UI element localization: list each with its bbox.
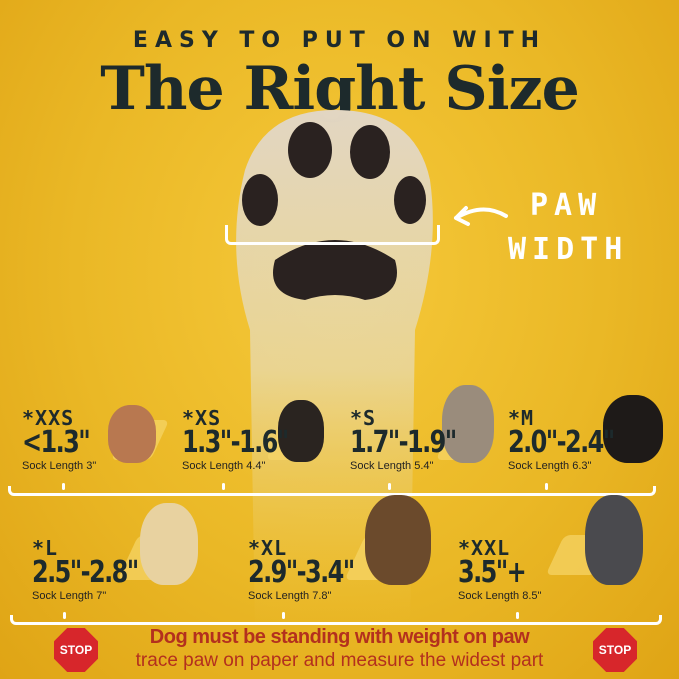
yorkie-image (278, 400, 324, 462)
bracket-tick (388, 483, 391, 490)
stop-text: STOP (59, 643, 93, 657)
size-item-s: *S 1.7"-1.9" Sock Length 5.4" (350, 408, 482, 472)
sock-length: Sock Length 5.4" (350, 460, 434, 472)
width-label: WIDTH (508, 232, 629, 267)
stop-sign-icon: STOP (54, 628, 98, 672)
toe-pad (288, 122, 332, 178)
sock-length: Sock Length 3" (22, 460, 97, 472)
curved-arrow-left-icon (454, 206, 508, 226)
bracket-tick (516, 612, 519, 619)
size-item-xxs: *XXS <1.3" Sock Length 3" (22, 408, 106, 472)
bracket-tick (282, 612, 285, 619)
bracket-tick (63, 612, 66, 619)
bracket-tick (222, 483, 225, 490)
toe-pad (242, 174, 278, 226)
size-item-m: *M 2.0"-2.4" Sock Length 6.3" (508, 408, 640, 472)
size-range: 2.9"-3.4" (248, 555, 355, 590)
size-label: *XS (182, 406, 222, 430)
sock-length: Sock Length 7.8" (248, 590, 332, 602)
size-label: *M (508, 406, 535, 430)
bracket-tick (545, 483, 548, 490)
sock-length: Sock Length 7" (32, 590, 107, 602)
size-label: *XXL (458, 536, 511, 560)
size-range: 2.0"-2.4" (508, 425, 615, 460)
sock-length: Sock Length 8.5" (458, 590, 542, 602)
bracket-tick (62, 483, 65, 490)
french-bulldog-image (442, 385, 494, 463)
paw-label: PAW (530, 188, 603, 223)
stop-text: STOP (598, 643, 632, 657)
bernese-image (603, 395, 663, 463)
size-range: 1.7"-1.9" (350, 425, 457, 460)
paw-width-bracket (225, 225, 440, 245)
size-item-xxl: *XXL 3.5"+ Sock Length 8.5" (458, 538, 542, 602)
size-range: <1.3" (22, 425, 91, 460)
size-label: *L (32, 536, 59, 560)
size-range: 2.5"-2.8" (32, 555, 139, 590)
toe-pad (350, 125, 390, 179)
row2-bracket (10, 615, 662, 625)
warning-instruction: trace paw on paper and measure the wides… (135, 650, 544, 671)
size-label: *S (350, 406, 377, 430)
main-pad (273, 240, 397, 300)
great-dane-image (585, 495, 643, 585)
warning-title: Dog must be standing with weight on paw (149, 626, 530, 648)
subtitle: EASY TO PUT ON WITH (132, 28, 547, 53)
sock-length: Sock Length 4.4" (182, 460, 266, 472)
size-item-xl: *XL 2.9"-3.4" Sock Length 7.8" (248, 538, 380, 602)
size-label: *XXS (22, 406, 75, 430)
row1-bracket (8, 486, 656, 496)
stop-sign-icon: STOP (593, 628, 637, 672)
german-shepherd-image (365, 495, 431, 585)
size-range: 1.3"-1.6" (182, 425, 289, 460)
golden-retriever-image (140, 503, 198, 585)
toe-pad (394, 176, 426, 224)
sock-length: Sock Length 6.3" (508, 460, 592, 472)
size-label: *XL (248, 536, 288, 560)
chihuahua-image (108, 405, 156, 463)
size-item-l: *L 2.5"-2.8" Sock Length 7" (32, 538, 164, 602)
size-range: 3.5"+ (458, 555, 527, 590)
size-item-xs: *XS 1.3"-1.6" Sock Length 4.4" (182, 408, 314, 472)
